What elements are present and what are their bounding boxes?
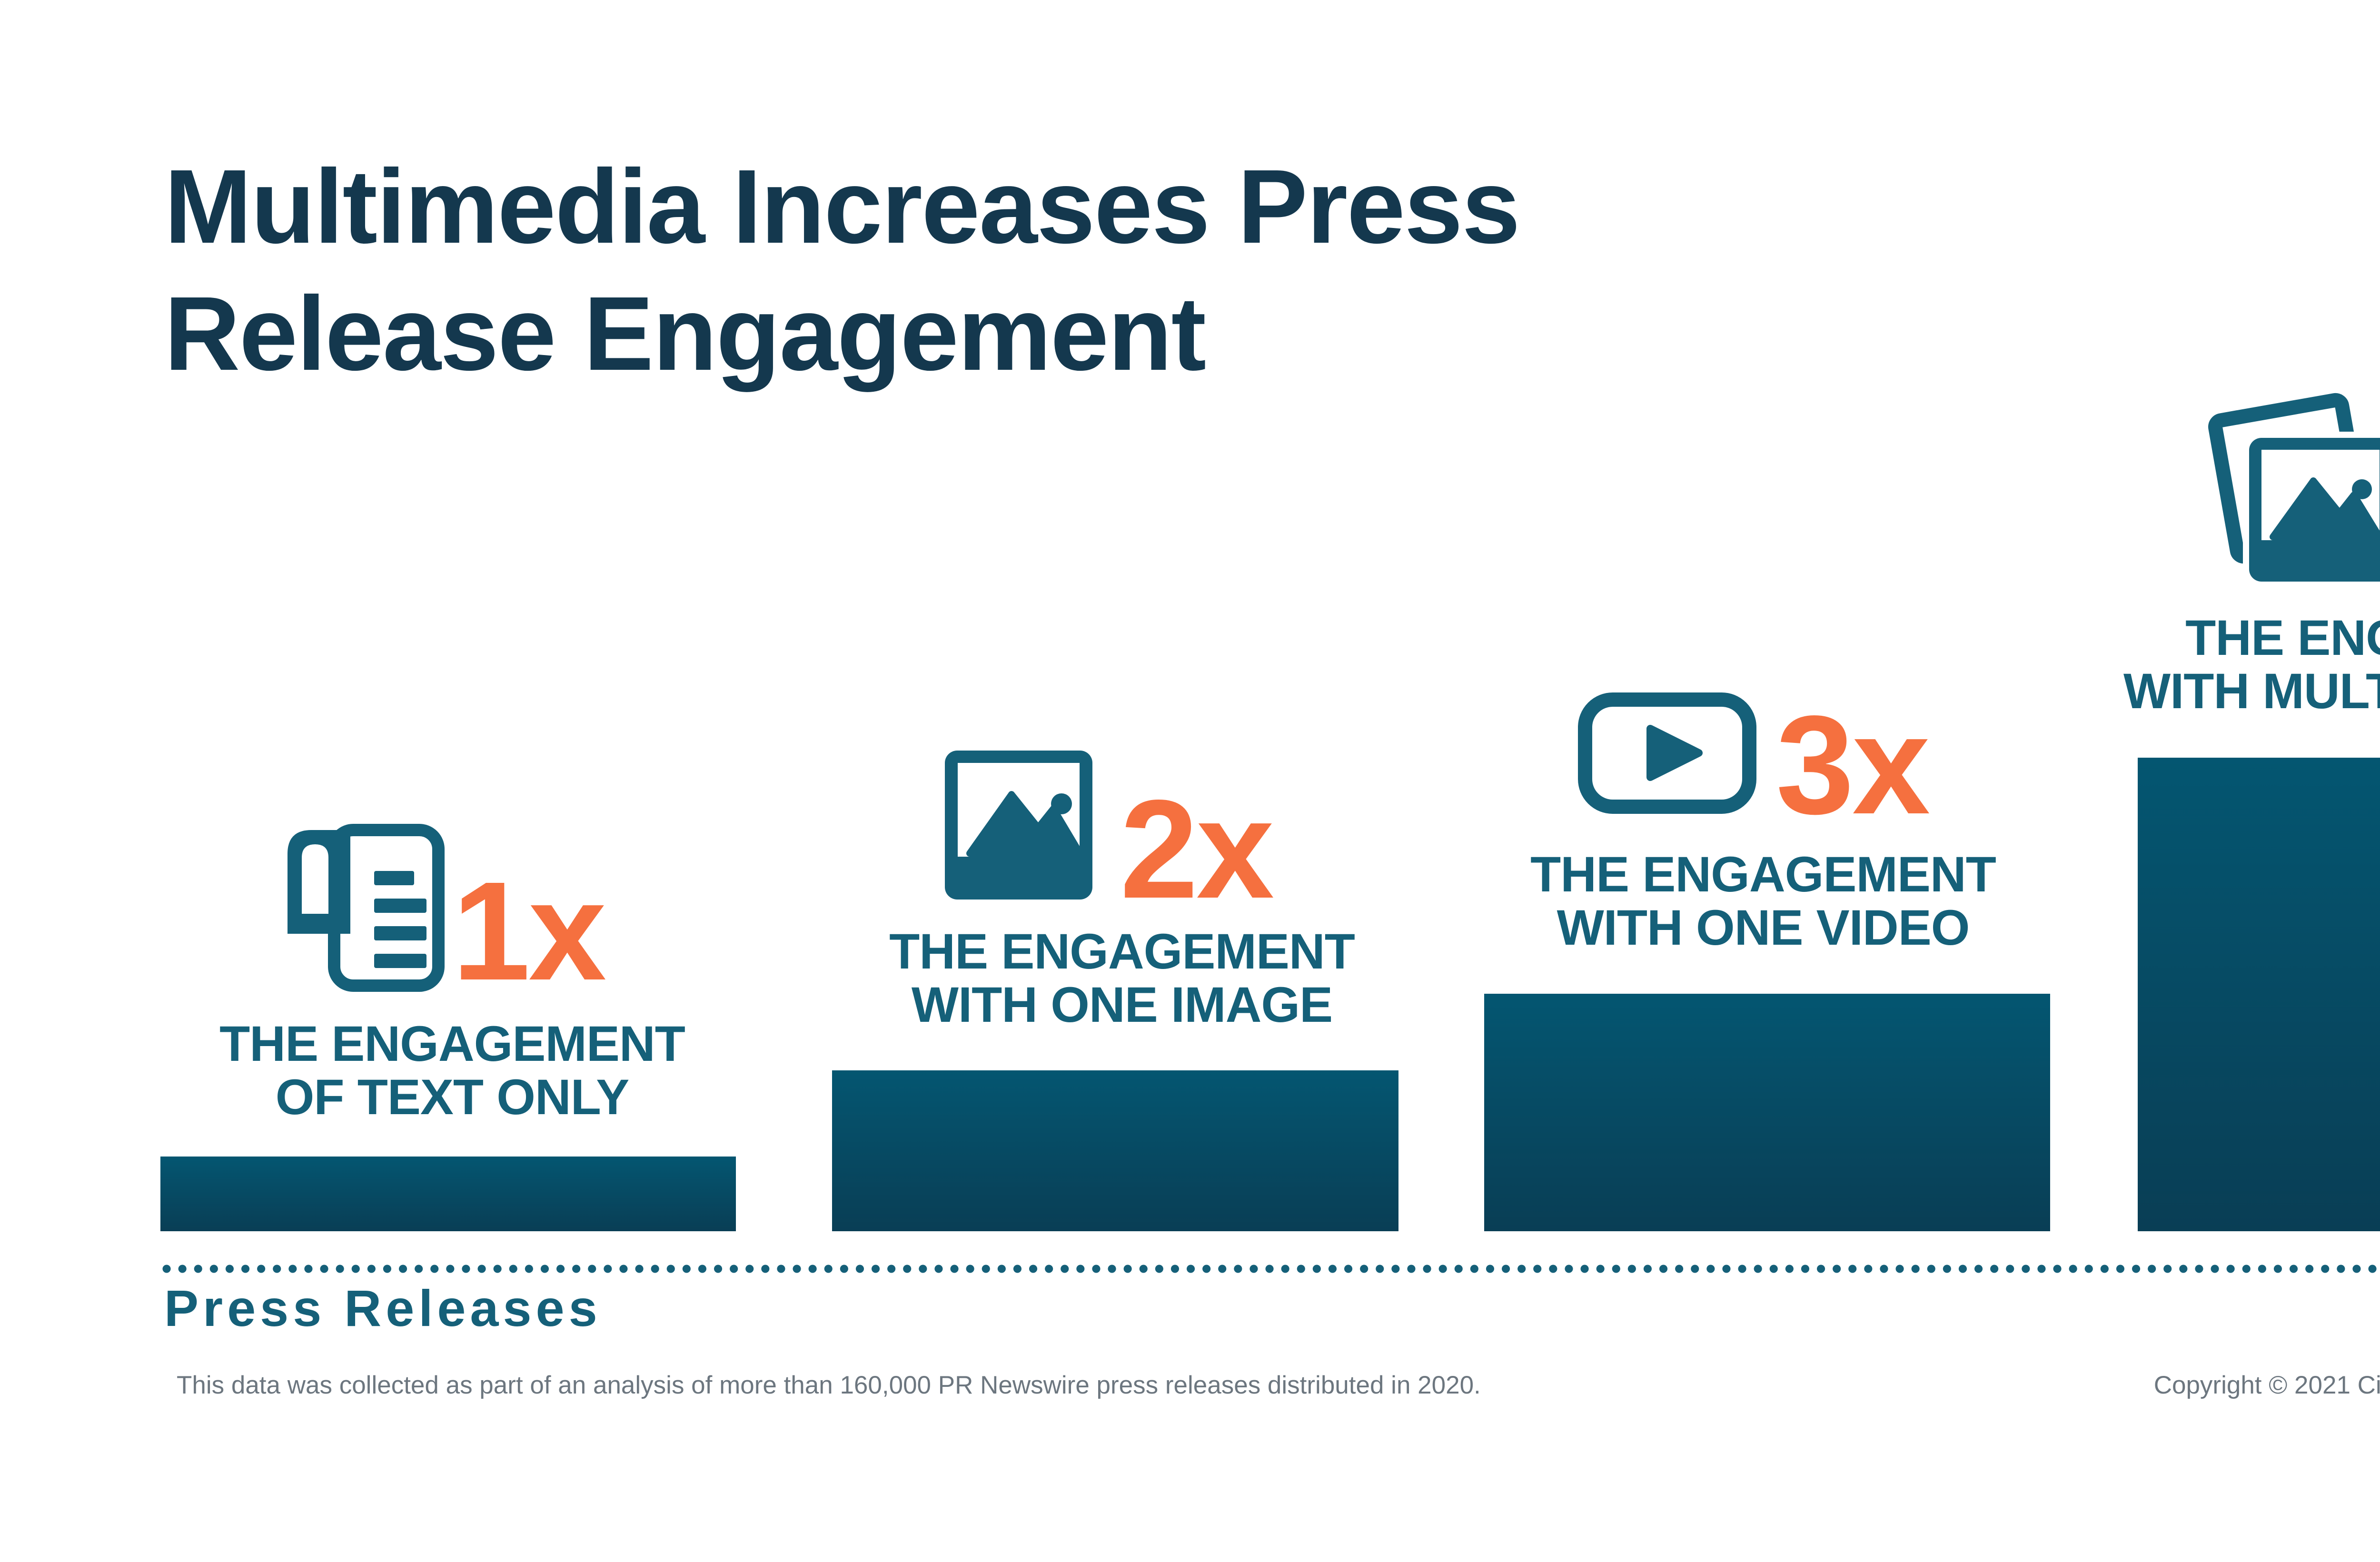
group2-label-line2: WITH ONE IMAGE	[911, 977, 1333, 1033]
axis-label-press-releases: Press Releases	[164, 1279, 602, 1337]
multiplier-1x: 1x	[452, 852, 606, 1009]
multiplier-2x: 2x	[1120, 771, 1274, 928]
group1-label: THE ENGAGEMENT OF TEXT ONLY	[71, 1018, 833, 1124]
group3-label-line2: WITH ONE VIDEO	[1557, 900, 1970, 956]
group4-label: THE ENGAGEMENT WITH MULTIPLE IMAGES	[2037, 612, 2380, 718]
group4-label-line2: WITH MULTIPLE IMAGES	[2123, 663, 2380, 719]
group3-label: THE ENGAGEMENT WITH ONE VIDEO	[1382, 848, 2144, 955]
dotted-baseline	[162, 1265, 2380, 1273]
group4-label-line1: THE ENGAGEMENT	[2185, 610, 2380, 666]
multiplier-3x: 3x	[1776, 686, 1930, 843]
bar-one-video	[1484, 994, 2050, 1231]
page-title-line1: Multimedia Increases Press	[164, 148, 1520, 265]
copyright-text: Copyright © 2021 Cision Ltd. All Rights …	[2153, 1371, 2380, 1399]
group1-label-line1: THE ENGAGEMENT	[219, 1016, 685, 1072]
group1-label-line2: OF TEXT ONLY	[275, 1069, 630, 1125]
video-play-icon	[1578, 692, 1756, 814]
single-image-icon	[945, 751, 1092, 900]
text-document-icon	[288, 824, 445, 992]
footnote-text: This data was collected as part of an an…	[177, 1371, 1481, 1399]
group3-label-line1: THE ENGAGEMENT	[1530, 847, 1996, 902]
page-title: Multimedia Increases Press Release Engag…	[164, 143, 1520, 397]
page-title-line2: Release Engagement	[164, 275, 1206, 393]
bar-multiple-images	[2138, 758, 2380, 1231]
bar-one-image	[832, 1070, 1398, 1231]
group2-label-line1: THE ENGAGEMENT	[889, 924, 1355, 979]
bar-text-only	[160, 1157, 736, 1231]
group2-label: THE ENGAGEMENT WITH ONE IMAGE	[741, 925, 1503, 1032]
multiple-images-icon	[2208, 393, 2380, 583]
